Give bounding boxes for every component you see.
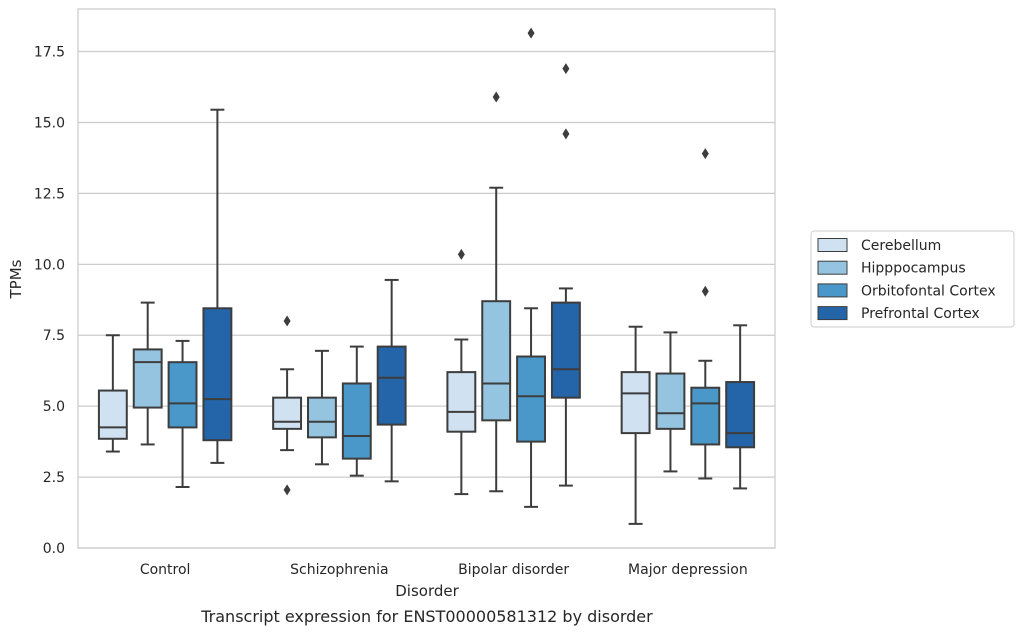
legend-label: Prefrontal Cortex [861,306,980,322]
legend: Cerebellum Hipppocampus Orbitofontal Corte… [810,230,1015,328]
plot-frame [77,8,776,549]
box-group [341,345,372,477]
box-group [516,27,546,508]
y-axis-label: TPMs [7,259,25,299]
x-axis-ticks: Control Schizophrenia Bipolar disorder Majo… [140,562,748,578]
box-group [202,108,233,464]
legend-swatch [817,238,848,252]
box-group [307,349,337,466]
box [376,345,407,426]
box-group [550,63,581,487]
box [620,371,651,435]
y-tick-label: 17.5 [34,45,65,61]
box [446,371,477,433]
box [167,361,198,429]
box [97,389,128,440]
y-tick-label: 5.0 [43,399,65,415]
box [516,355,546,443]
box-group [655,331,686,473]
outlier-point [527,27,535,39]
x-tick-label: Major depression [628,562,748,578]
box-group [97,334,128,453]
y-axis-ticks: 0.0 2.5 5.0 7.5 10.0 12.5 15.0 17.5 [34,45,65,557]
box-group [376,278,407,483]
outlier-point [283,315,291,327]
outlier-point [562,63,570,75]
box-group [272,315,303,496]
legend-swatch [817,260,848,275]
box [272,396,303,430]
box-group [167,339,198,489]
x-tick-label: Control [140,562,191,578]
outlier-point [457,248,465,260]
x-tick-label: Schizophrenia [290,562,388,578]
y-tick-label: 2.5 [43,470,65,486]
x-tick-label: Bipolar disorder [458,562,569,578]
box [341,382,372,460]
legend-swatch [817,283,848,298]
outlier-point [701,148,709,160]
legend-label: Orbitofontal Cortex [861,283,996,299]
box [202,307,233,442]
y-tick-label: 0.0 [43,541,65,557]
legend-label: Cerebellum [861,238,941,254]
legend-frame [810,230,1015,328]
x-axis-label: Disorder [395,582,459,600]
boxes [97,27,756,525]
box-group [132,301,163,446]
legend-swatch [817,306,848,321]
y-tick-label: 7.5 [43,328,65,344]
box [690,386,721,446]
box [655,372,686,430]
y-tick-label: 15.0 [34,115,65,131]
outlier-point [492,91,500,103]
box-group [620,325,651,525]
box-group [690,148,721,480]
box [307,396,337,439]
chart-caption: Transcript expression for ENST0000058131… [200,607,653,626]
outlier-point [562,128,570,140]
box [550,301,581,399]
y-tick-label: 12.5 [34,186,65,202]
y-tick-label: 10.0 [34,257,65,273]
box [132,348,163,409]
box-group [725,324,756,490]
outlier-point [283,484,291,496]
box [481,300,512,422]
box-group [446,248,477,496]
box-group [481,91,512,493]
outlier-point [701,285,709,297]
box [725,381,756,449]
legend-label: Hipppocampus [861,261,966,277]
